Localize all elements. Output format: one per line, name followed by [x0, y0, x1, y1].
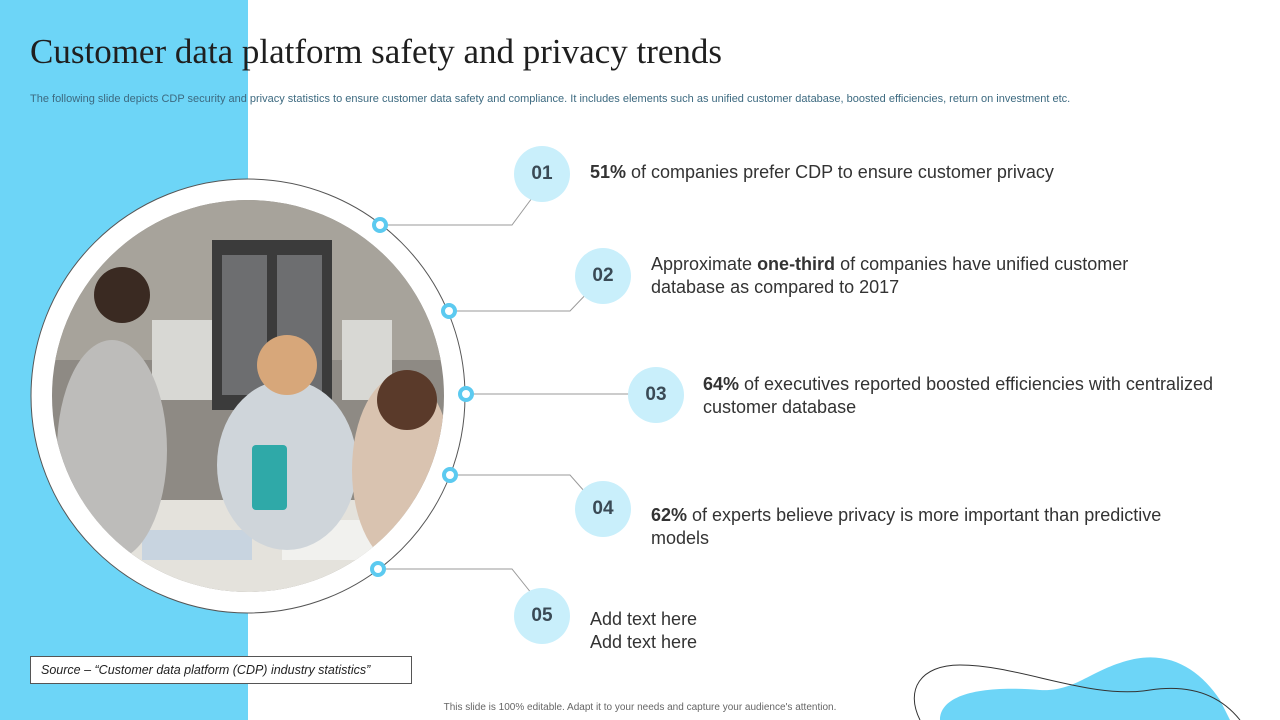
ring-dot-1 — [372, 217, 388, 233]
slide-subtitle: The following slide depicts CDP security… — [30, 93, 1071, 105]
ring-dot-3 — [458, 386, 474, 402]
number-badge-03: 03 — [628, 367, 684, 423]
slide-title: Customer data platform safety and privac… — [30, 32, 723, 71]
stat-highlight: one-third — [757, 254, 836, 274]
stat-body: of companies have unified customer datab… — [651, 254, 1129, 297]
ring-dot-5 — [370, 561, 386, 577]
photo-circle — [30, 178, 466, 614]
source-box: Source – “Customer data platform (CDP) i… — [30, 656, 412, 684]
number-badge-05: 05 — [514, 588, 570, 644]
number-badge-04: 04 — [575, 481, 631, 537]
stat-text-05: Add text here Add text here — [590, 608, 890, 654]
stat-highlight: 62% — [651, 505, 688, 525]
ring-dot-2 — [441, 303, 457, 319]
placeholder-line-2: Add text here — [590, 632, 698, 652]
stat-highlight: 51% — [590, 162, 627, 182]
ring-dot-4 — [442, 467, 458, 483]
decorative-wave-shape — [913, 657, 1241, 720]
stat-prefix: Approximate — [651, 254, 758, 274]
stat-text-01: 51% of companies prefer CDP to ensure cu… — [590, 161, 1190, 184]
stat-text-03: 64% of executives reported boosted effic… — [703, 373, 1253, 419]
placeholder-line-1: Add text here — [590, 609, 698, 629]
stat-body: of experts believe privacy is more impor… — [651, 505, 1162, 548]
team-meeting-photo — [52, 200, 444, 592]
number-badge-02: 02 — [575, 248, 631, 304]
footer-note: This slide is 100% editable. Adapt it to… — [443, 702, 837, 713]
stat-text-02: Approximate one-third of companies have … — [651, 253, 1171, 299]
stat-text-04: 62% of experts believe privacy is more i… — [651, 504, 1211, 550]
stat-body: of executives reported boosted efficienc… — [703, 374, 1213, 417]
stat-body: of companies prefer CDP to ensure custom… — [626, 162, 1054, 182]
number-badge-01: 01 — [514, 146, 570, 202]
stat-highlight: 64% — [703, 374, 740, 394]
